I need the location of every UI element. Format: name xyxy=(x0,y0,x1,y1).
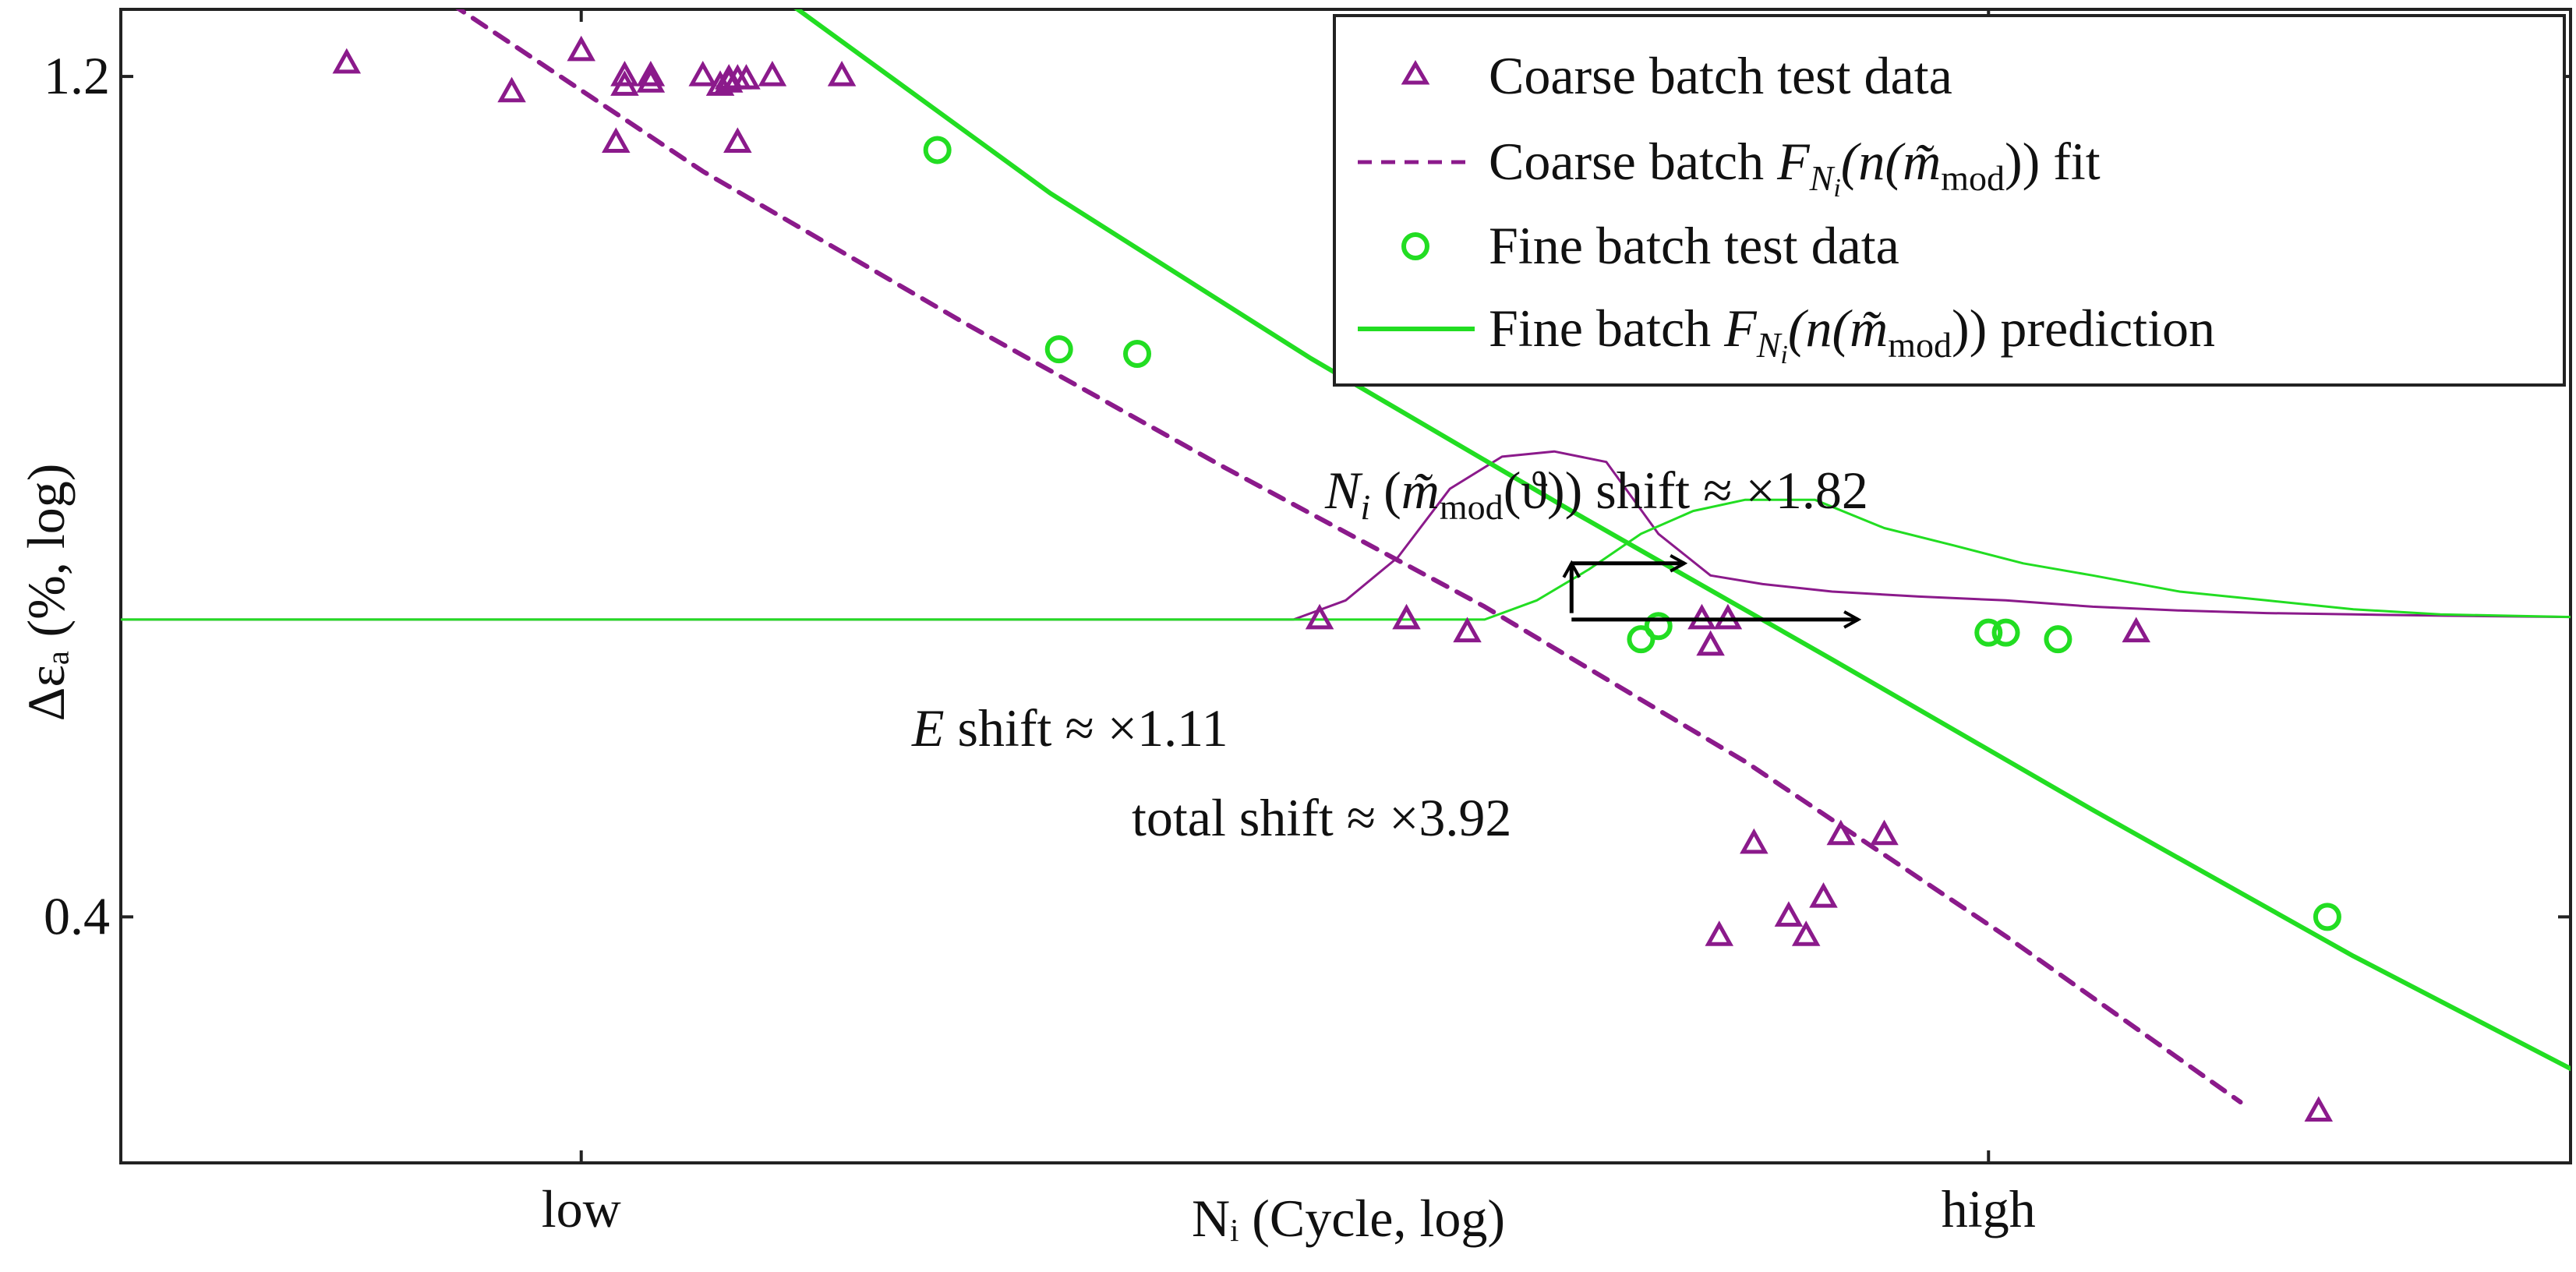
fine-data-point xyxy=(1627,625,1655,654)
legend-label-fine-data: Fine batch test data xyxy=(1489,216,1899,275)
fine-data-point xyxy=(1974,618,2003,647)
coarse-data-point xyxy=(1696,630,1725,656)
coarse-data-point xyxy=(1305,603,1334,630)
legend-label-coarse-data: Coarse batch test data xyxy=(1489,46,1952,105)
legend-entry-fine-data: Fine batch test data xyxy=(1401,216,1899,275)
legend-entry-coarse-data: Coarse batch test data xyxy=(1401,46,1952,105)
x-axis-label: Nᵢ (Cycle, log) xyxy=(1192,1189,1505,1248)
total-shift-annotation: total shift ≈ ×3.92 xyxy=(1132,788,1511,847)
fine-data-point xyxy=(2044,625,2072,654)
coarse-data-point xyxy=(1740,828,1769,854)
fine-data-point xyxy=(2313,903,2341,931)
axis-ticks: low high 0.4 1.2 xyxy=(44,9,2571,1238)
y-tick-label: 0.4 xyxy=(44,886,110,945)
coarse-data-point xyxy=(732,64,761,90)
coarse-data-point xyxy=(2122,617,2150,643)
coarse-data-point xyxy=(758,60,787,87)
y-tick-label: 1.2 xyxy=(44,46,110,105)
legend-label-coarse-fit: Coarse batch FNi(n(m̃mod)) fit xyxy=(1489,132,2101,203)
coarse-data-point xyxy=(723,127,752,153)
plot-area-frame xyxy=(119,8,2572,1164)
coarse-data-point xyxy=(1774,901,1804,927)
coarse-data-point xyxy=(688,60,718,87)
coarse-data-point xyxy=(1453,617,1482,643)
legend-triangle-marker xyxy=(1401,60,1430,85)
density-curve-4 xyxy=(121,450,2571,621)
shift-arrows xyxy=(1571,564,1858,620)
y-axis-label: Δεₐ (%, log) xyxy=(16,464,76,722)
coarse-data-point xyxy=(497,76,526,103)
coarse-data-point xyxy=(2304,1096,2334,1122)
coarse-data-point xyxy=(610,70,639,96)
legend-label-fine-prediction: Fine batch FNi(n(m̃mod)) prediction xyxy=(1489,299,2215,369)
fine-data-point xyxy=(1123,340,1152,369)
coarse-data-point xyxy=(1826,819,1856,846)
series-line-3 xyxy=(793,9,2571,1072)
legend-entry-coarse-fit: Coarse batch FNi(n(m̃mod)) fit xyxy=(1358,132,2101,203)
ni-shift-annotation: Ni (m̃mod(ϑ)) shift ≈ ×1.82 xyxy=(1324,461,1868,527)
coarse-data-point xyxy=(714,67,744,93)
fine-data-point xyxy=(923,136,952,164)
fine-data-point xyxy=(1044,335,1073,364)
test-data-points xyxy=(332,35,2341,1122)
coarse-data-point xyxy=(705,70,735,96)
coarse-data-point xyxy=(602,127,631,153)
x-tick-label: low xyxy=(542,1179,621,1238)
legend: Coarse batch test data Coarse batch FNi(… xyxy=(1333,14,2566,387)
coarse-data-point xyxy=(1791,920,1821,946)
x-tick-label: high xyxy=(1942,1179,2036,1238)
fine-data-point xyxy=(1644,612,1673,641)
fit-lines xyxy=(455,9,2571,1104)
legend-entry-fine-prediction: Fine batch FNi(n(m̃mod)) prediction xyxy=(1358,299,2215,369)
coarse-data-point xyxy=(1705,920,1734,946)
series-line-1 xyxy=(455,9,2243,1104)
coarse-data-point xyxy=(1809,882,1838,908)
fine-data-point xyxy=(1991,618,2020,647)
legend-box xyxy=(1333,14,2566,387)
coarse-data-point xyxy=(636,60,666,87)
coarse-data-point xyxy=(567,35,595,62)
coarse-data-point xyxy=(1392,603,1421,630)
coarse-data-point xyxy=(827,60,857,87)
e-shift-annotation: E shift ≈ ×1.11 xyxy=(911,698,1228,758)
coarse-data-point xyxy=(1870,819,1899,846)
coarse-data-point xyxy=(332,48,362,74)
legend-circle-marker xyxy=(1401,232,1429,260)
coarse-data-point xyxy=(610,60,639,87)
coarse-data-point xyxy=(636,67,666,93)
